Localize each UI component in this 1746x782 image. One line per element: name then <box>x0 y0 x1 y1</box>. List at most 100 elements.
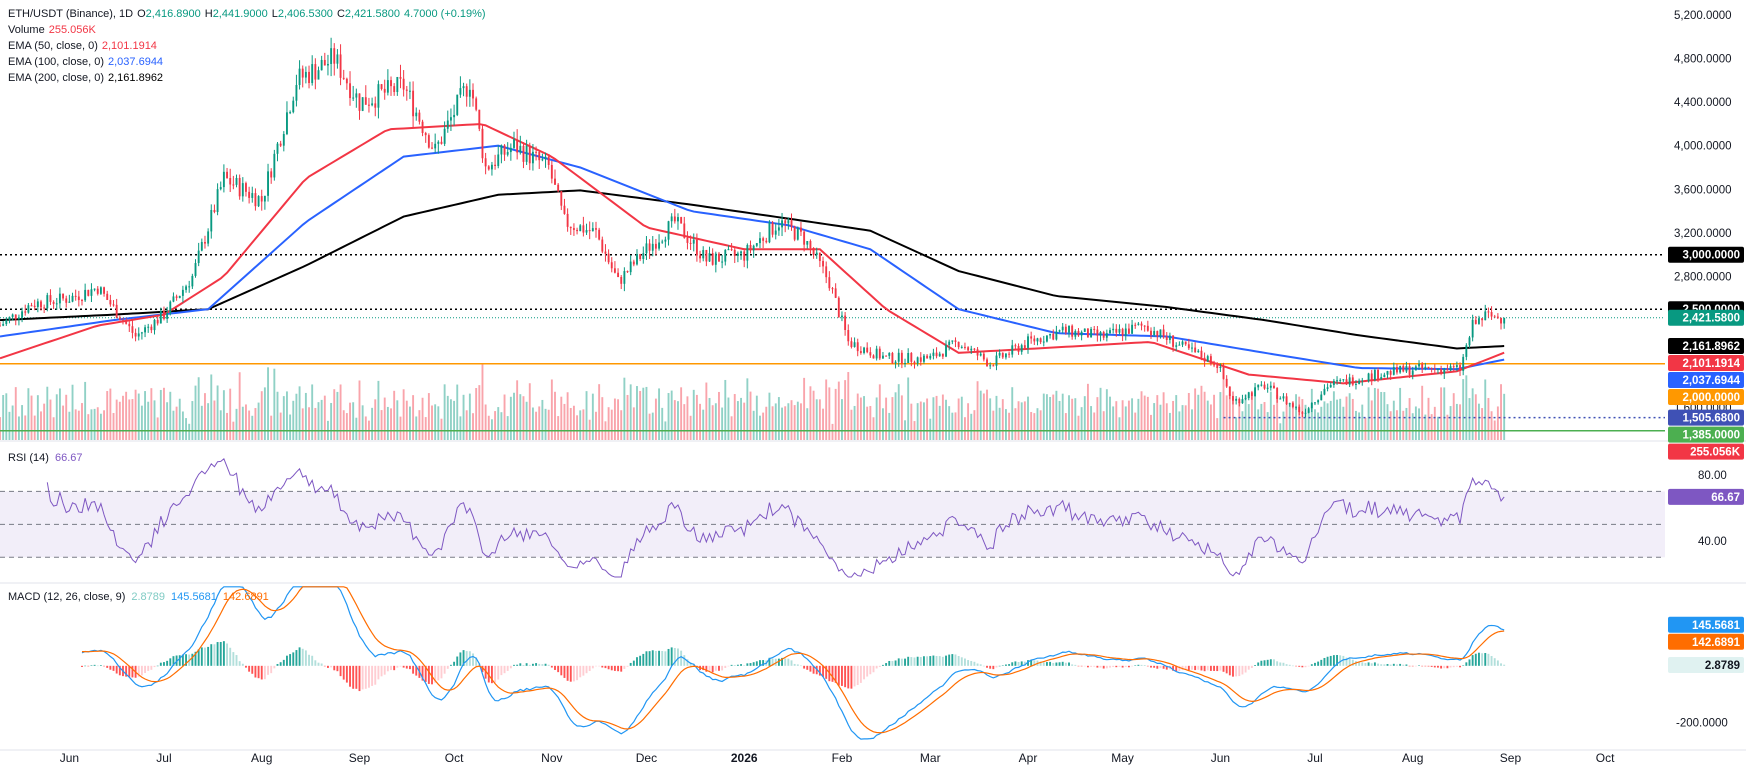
macd-hist-bar <box>424 665 427 682</box>
volume-bar <box>841 399 843 440</box>
volume-bar <box>957 398 960 440</box>
candle <box>1440 365 1443 376</box>
candle <box>1235 396 1238 405</box>
candle-body <box>1336 380 1338 382</box>
candle-body <box>591 228 594 232</box>
legend-ema50[interactable]: EMA (50, close, 0) 2,101.1914 <box>8 40 157 52</box>
volume-bar <box>118 401 121 440</box>
macd-hist-bar <box>289 654 292 666</box>
candle-body <box>667 221 670 240</box>
macd-hist-bar <box>140 665 143 676</box>
macd-hist-bar <box>144 665 147 673</box>
volume-bar <box>446 395 449 440</box>
candle-body <box>1181 341 1184 345</box>
candle-body <box>213 209 216 213</box>
legend-ema100[interactable]: EMA (100, close, 0) 2,037.6944 <box>8 56 164 68</box>
ema50-line <box>0 123 1505 385</box>
candle-body <box>721 261 724 263</box>
macd-hist-bar <box>1109 665 1111 668</box>
macd-hist-bar <box>207 646 210 666</box>
candle <box>721 255 724 269</box>
candle-body <box>210 209 213 232</box>
volume-bar <box>405 400 408 440</box>
volume-bar <box>727 397 730 440</box>
volume-bar <box>569 408 572 440</box>
candle-body <box>828 277 831 289</box>
candle-body <box>1168 335 1171 340</box>
macd-legend[interactable]: MACD (12, 26, close, 9) 2.8789 145.5681 … <box>8 591 269 603</box>
macd-hist-bar <box>1068 662 1070 666</box>
candle <box>2 320 5 327</box>
volume-bar <box>304 392 307 440</box>
macd-hist-bar <box>680 650 683 666</box>
candle-body <box>415 112 418 117</box>
candle <box>1402 363 1405 373</box>
volume-bar <box>749 391 752 440</box>
macd-hist-bar <box>276 663 279 666</box>
rsi-legend[interactable]: RSI (14) 66.67 <box>8 452 83 464</box>
macd-hist-bar <box>1127 665 1130 668</box>
macd-hist-bar <box>1162 665 1165 669</box>
candle-body <box>1310 402 1313 409</box>
volume-bar <box>1276 394 1279 440</box>
candle <box>118 315 121 321</box>
macd-hist-bar <box>1367 662 1370 666</box>
candle <box>891 351 894 365</box>
candle-body <box>531 151 534 164</box>
macd-hist-bar <box>295 650 298 666</box>
candle-body <box>781 220 783 228</box>
candle <box>651 236 654 257</box>
candle <box>333 43 336 76</box>
candle-body <box>301 68 304 78</box>
macd-hist-bar <box>793 663 796 666</box>
candle-body <box>897 352 900 362</box>
volume-bar <box>314 407 317 440</box>
volume-bar <box>1446 414 1449 440</box>
candle <box>408 81 411 100</box>
candle-body <box>992 365 995 367</box>
rsi-tick-label: 40.00 <box>1698 536 1727 548</box>
candle <box>617 268 620 278</box>
candle <box>566 208 569 232</box>
macd-hist-bar <box>115 665 118 674</box>
candle <box>557 183 560 193</box>
candle-body <box>998 352 1001 356</box>
candle <box>777 218 780 236</box>
candle <box>99 286 102 296</box>
volume-bar <box>74 409 77 440</box>
volume-bar <box>437 406 440 440</box>
candle-body <box>1342 379 1345 381</box>
volume-bar <box>1389 411 1392 440</box>
macd-hist-bar <box>358 665 361 692</box>
volume-bar <box>1367 387 1370 440</box>
candle-body <box>538 152 541 161</box>
volume-bar <box>1452 393 1455 440</box>
candle-body <box>286 112 288 135</box>
candle-body <box>938 353 941 357</box>
volume-bar <box>1295 394 1297 440</box>
candle-body <box>298 68 301 86</box>
macd-hist-bar <box>1307 665 1310 667</box>
close-label: C2,421.5800 <box>336 8 400 20</box>
candle-body <box>982 353 985 360</box>
volume-bar <box>175 406 178 440</box>
candle-body <box>191 275 194 287</box>
candle-body <box>661 241 664 243</box>
candle-body <box>1493 316 1496 318</box>
volume-bar <box>1348 393 1351 440</box>
candle-body <box>30 305 33 307</box>
volume-bar <box>156 417 159 440</box>
candle <box>702 246 705 262</box>
candle <box>1380 373 1383 380</box>
candle-body <box>399 76 402 79</box>
legend-volume[interactable]: Volume 255.056K <box>8 24 96 36</box>
candle-body <box>673 216 676 222</box>
candle <box>1090 326 1093 338</box>
candle <box>1326 383 1329 392</box>
candle <box>1399 365 1402 374</box>
legend-ema200[interactable]: EMA (200, close, 0) 2,161.8962 <box>8 72 164 84</box>
candle <box>680 216 683 224</box>
volume-bar <box>932 397 935 440</box>
volume-bar <box>1172 400 1175 440</box>
